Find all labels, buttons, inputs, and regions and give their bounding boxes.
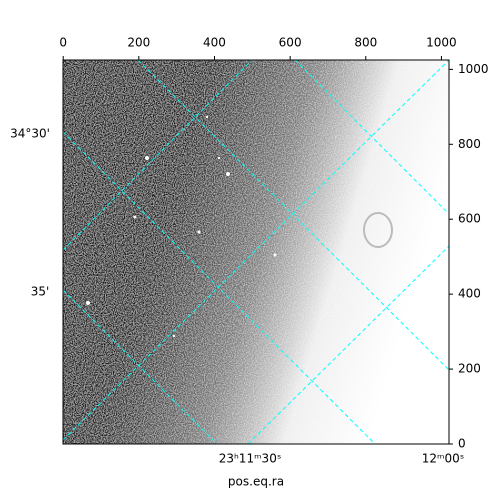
- ra-label: 23ʰ11ᵐ30ˢ: [219, 452, 282, 466]
- x-tick-label: 600: [279, 36, 302, 50]
- x-tick-label: 200: [127, 36, 150, 50]
- y-tick-label: 0: [458, 437, 466, 451]
- ra-label: 12ᵐ00ˢ: [422, 452, 465, 466]
- y-tick-label: 400: [458, 287, 481, 301]
- y-tick-label: 200: [458, 362, 481, 376]
- stars: [86, 115, 277, 338]
- x-axis-label: pos.eq.ra: [228, 475, 284, 489]
- y-tick-label: 800: [458, 137, 481, 151]
- dec-label: 35': [31, 285, 50, 299]
- image: [63, 60, 449, 444]
- ring: [363, 212, 393, 248]
- axes-frame: [62, 59, 450, 445]
- dec-label: 34°30': [10, 127, 50, 141]
- coordinate-grid: [63, 60, 449, 444]
- x-tick-label: 1000: [426, 36, 457, 50]
- x-tick-label: 800: [354, 36, 377, 50]
- y-tick-label: 1000: [458, 62, 489, 76]
- y-tick-label: 600: [458, 212, 481, 226]
- x-tick-label: 0: [59, 36, 67, 50]
- x-tick-label: 400: [203, 36, 226, 50]
